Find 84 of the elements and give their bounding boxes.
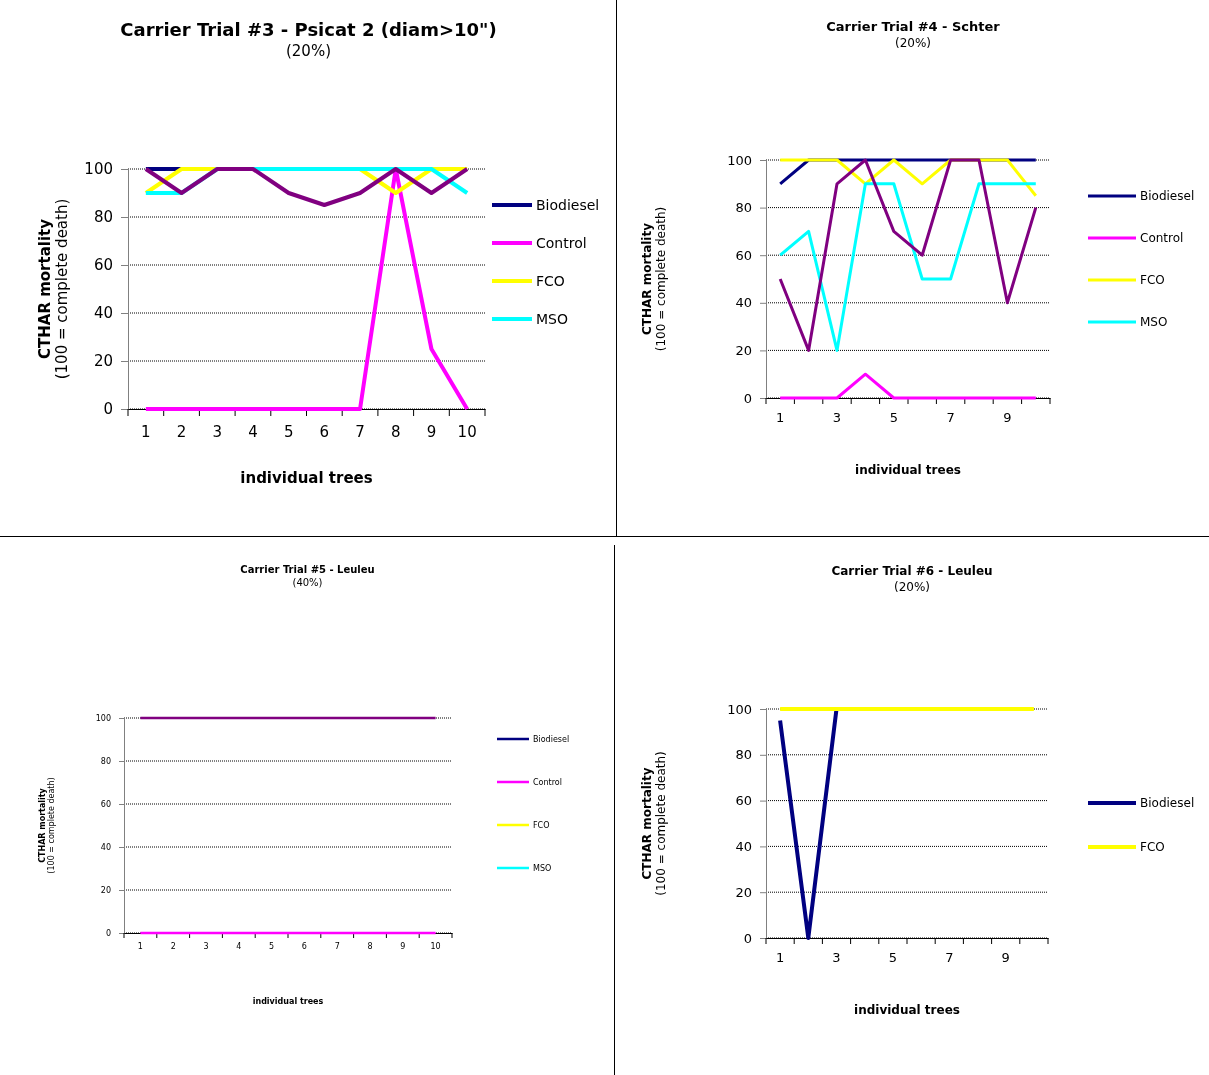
legend-label: FCO xyxy=(1140,840,1165,855)
legend-label: Control xyxy=(1140,231,1184,246)
x-tick-label: 1 xyxy=(137,941,143,951)
x-tick-label: 10 xyxy=(430,941,441,951)
y-tick-label: 40 xyxy=(100,843,111,853)
chart-title: Carrier Trial #6 - Leuleu xyxy=(831,564,993,578)
y-tick-label: 0 xyxy=(743,390,752,406)
x-tick-label: 7 xyxy=(946,410,955,426)
x-tick-label: 7 xyxy=(355,422,365,441)
x-tick-label: 1 xyxy=(141,422,151,441)
x-tick-label: 9 xyxy=(426,422,437,441)
y-tick-label: 80 xyxy=(100,757,111,767)
chart-title: Carrier Trial #4 - Schter xyxy=(826,19,1001,34)
y-axis-title: CTHAR mortality (100 = complete death) xyxy=(38,777,57,874)
x-tick-label: 2 xyxy=(176,422,187,441)
y-tick-label: 80 xyxy=(93,208,113,227)
y-tick-label: 100 xyxy=(95,714,111,724)
x-tick-label: 5 xyxy=(283,422,294,441)
x-tick-label: 7 xyxy=(334,941,340,951)
x-tick-label: 8 xyxy=(367,941,373,951)
x-tick-label: 3 xyxy=(832,950,841,966)
y-tick-label: 20 xyxy=(735,884,752,900)
y-tick-label: 60 xyxy=(735,793,752,809)
y-tick-label: 100 xyxy=(84,160,113,179)
legend-label: Biodiesel xyxy=(533,734,570,744)
y-tick-label: 80 xyxy=(735,200,752,216)
legend-label: Control xyxy=(536,234,587,251)
y-axis-title: CTHAR mortality (100 = complete death) xyxy=(640,751,668,896)
legend-label: FCO xyxy=(1140,273,1165,288)
y-tick-label: 100 xyxy=(727,152,752,168)
y-tick-label: 20 xyxy=(100,886,111,896)
x-tick-label: 3 xyxy=(203,941,209,951)
x-tick-label: 1 xyxy=(775,950,785,966)
legend-label: Biodiesel xyxy=(1140,796,1195,811)
x-tick-label: 3 xyxy=(832,410,842,426)
x-tick-label: 5 xyxy=(889,410,898,426)
x-axis-title: individual trees xyxy=(240,469,373,487)
y-tick-label: 80 xyxy=(735,747,752,763)
x-tick-label: 9 xyxy=(400,941,406,951)
chart-subtitle: (20%) xyxy=(285,41,332,60)
y-tick-label: 100 xyxy=(727,701,752,717)
y-axis-title: CTHAR mortality (100 = complete death) xyxy=(640,206,668,352)
legend-label: Control xyxy=(533,777,562,787)
y-tick-label: 40 xyxy=(93,304,113,323)
y-tick-label: 60 xyxy=(100,800,111,810)
chart-subtitle: (40%) xyxy=(292,577,323,588)
y-tick-label: 60 xyxy=(93,256,113,275)
chart-title: Carrier Trial #3 - Psicat 2 (diam>10") xyxy=(120,19,497,40)
legend-label: Biodiesel xyxy=(1140,189,1195,204)
y-tick-label: 20 xyxy=(735,343,752,359)
y-tick-label: 0 xyxy=(743,930,752,946)
legend-label: MSO xyxy=(1140,315,1168,330)
x-tick-label: 8 xyxy=(390,422,401,441)
legend-label: MSO xyxy=(536,310,568,327)
chart-subtitle: (20%) xyxy=(893,579,931,594)
x-tick-label: 10 xyxy=(457,422,477,441)
x-tick-label: 9 xyxy=(1001,950,1010,966)
y-tick-label: 60 xyxy=(735,247,752,263)
legend-label: MSO xyxy=(533,863,552,873)
y-tick-label: 40 xyxy=(735,839,752,855)
x-tick-label: 7 xyxy=(945,950,954,966)
y-tick-label: 40 xyxy=(735,295,752,311)
x-axis-title: individual trees xyxy=(252,997,324,1006)
x-tick-label: 6 xyxy=(319,422,330,441)
y-axis-title: CTHAR mortality (100 = complete death) xyxy=(36,198,72,380)
x-tick-label: 2 xyxy=(170,941,176,951)
x-axis-title: individual trees xyxy=(854,1003,960,1017)
chart-subtitle: (20%) xyxy=(894,35,932,50)
x-tick-label: 6 xyxy=(301,941,307,951)
y-tick-label: 20 xyxy=(93,352,113,371)
legend-label: FCO xyxy=(533,820,550,830)
x-tick-label: 1 xyxy=(776,410,785,426)
x-tick-label: 4 xyxy=(248,422,258,441)
legend-label: Biodiesel xyxy=(536,196,600,213)
y-tick-label: 0 xyxy=(103,400,113,419)
x-tick-label: 5 xyxy=(888,950,898,966)
x-tick-label: 9 xyxy=(1003,410,1012,426)
y-tick-label: 0 xyxy=(105,929,111,939)
chart-title: Carrier Trial #5 - Leuleu xyxy=(240,564,375,575)
x-tick-label: 3 xyxy=(212,422,223,441)
legend-label: FCO xyxy=(536,272,565,289)
x-tick-label: 4 xyxy=(236,941,242,951)
x-tick-label: 5 xyxy=(269,941,275,951)
x-axis-title: individual trees xyxy=(855,463,961,477)
